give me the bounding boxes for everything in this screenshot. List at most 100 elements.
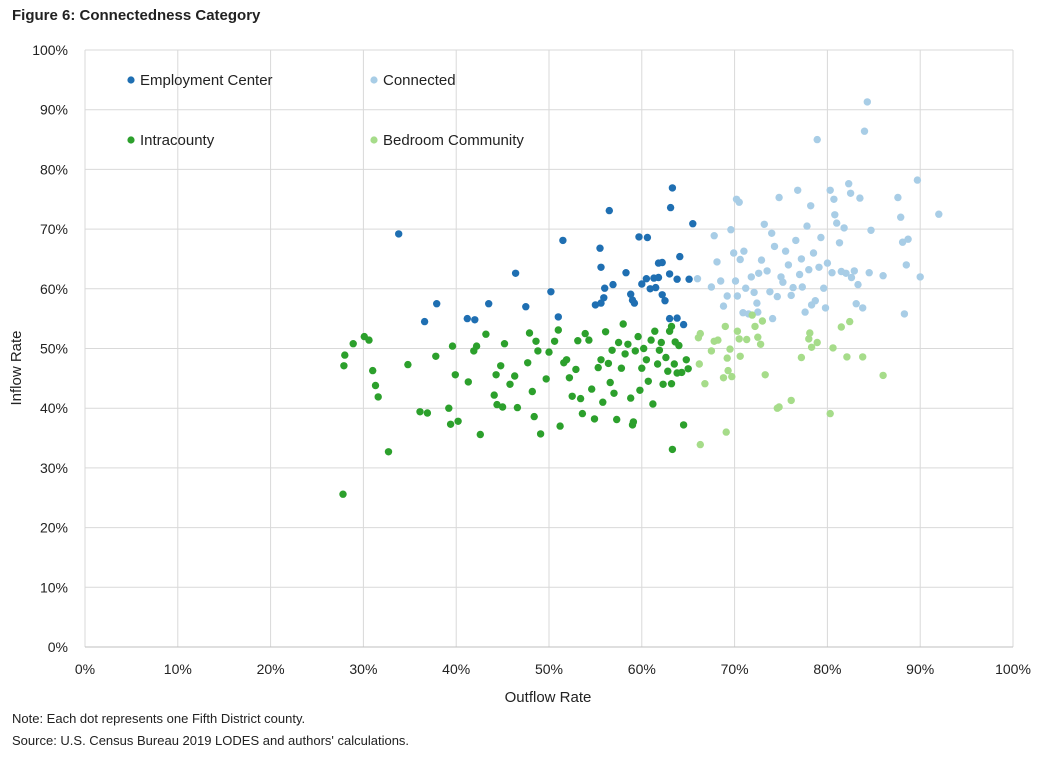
point-employment-center (673, 314, 681, 322)
point-connected (879, 272, 887, 280)
point-intracounty (369, 366, 377, 375)
point-connected (830, 195, 838, 203)
point-connected (859, 304, 867, 312)
point-intracounty (624, 340, 632, 348)
point-bedroom-community (724, 366, 732, 375)
series-connected (693, 98, 943, 323)
legend-marker-bedroom-community (370, 136, 378, 144)
x-tick-label: 30% (349, 661, 377, 677)
point-bedroom-community (754, 333, 762, 341)
point-intracounty (554, 326, 562, 334)
point-bedroom-community (743, 335, 751, 344)
point-employment-center (666, 203, 675, 212)
figure-note: Note: Each dot represents one Fifth Dist… (12, 711, 306, 726)
point-connected (775, 193, 783, 202)
point-employment-center (463, 314, 471, 323)
point-intracounty (634, 332, 642, 341)
axes: 0% 10% 20% 30% 40% 50% 60% 70% 80% 90% 100% 0% 10% 20… (32, 42, 1031, 677)
point-connected (753, 299, 761, 307)
y-tick-label: 30% (40, 460, 68, 476)
legend-marker-connected (370, 76, 378, 84)
point-intracounty (628, 421, 637, 429)
point-bedroom-community (748, 311, 756, 319)
point-employment-center (609, 280, 617, 289)
point-bedroom-community (807, 343, 816, 351)
point-intracounty (574, 337, 582, 345)
point-connected (760, 220, 768, 228)
point-employment-center (559, 236, 567, 245)
point-intracounty (649, 400, 657, 408)
point-connected (833, 219, 841, 227)
point-connected (750, 288, 758, 297)
point-intracounty (451, 371, 459, 379)
point-connected (747, 273, 755, 281)
point-connected (894, 193, 902, 202)
point-employment-center (673, 275, 681, 283)
point-connected (902, 261, 910, 269)
point-employment-center (627, 290, 635, 298)
point-connected (823, 259, 832, 267)
point-intracounty (506, 380, 514, 388)
point-connected (860, 127, 869, 135)
point-employment-center (635, 233, 643, 241)
point-employment-center (485, 300, 493, 308)
point-bedroom-community (701, 380, 709, 388)
point-intracounty (631, 347, 639, 355)
point-employment-center (685, 275, 693, 283)
point-intracounty (597, 356, 605, 364)
point-bedroom-community (775, 403, 783, 411)
point-employment-center (511, 269, 520, 277)
point-connected (795, 270, 804, 279)
y-tick-label: 70% (40, 221, 68, 237)
x-tick-label: 100% (995, 661, 1031, 677)
point-employment-center (471, 316, 479, 324)
point-employment-center (689, 220, 697, 228)
point-connected (710, 232, 718, 240)
point-connected (863, 98, 871, 106)
point-employment-center (646, 285, 654, 293)
point-employment-center (652, 283, 660, 292)
point-employment-center (395, 230, 403, 238)
point-connected (779, 278, 787, 286)
point-connected (916, 273, 924, 281)
point-employment-center (601, 284, 609, 292)
point-connected (809, 249, 818, 257)
point-bedroom-community (829, 344, 837, 352)
point-employment-center (547, 288, 555, 296)
point-intracounty (542, 375, 550, 383)
x-tick-label: 20% (257, 661, 285, 677)
y-tick-label: 50% (40, 341, 68, 357)
point-employment-center (665, 314, 674, 323)
point-connected (865, 269, 873, 277)
point-bedroom-community (761, 371, 769, 379)
point-bedroom-community (806, 329, 814, 337)
point-intracounty (601, 328, 610, 336)
point-connected (736, 255, 744, 264)
point-intracounty (627, 394, 635, 402)
point-intracounty (606, 378, 614, 387)
point-intracounty (339, 490, 347, 498)
y-tick-label: 40% (40, 400, 68, 416)
point-connected (803, 222, 811, 230)
point-intracounty (472, 342, 481, 350)
point-intracounty (651, 327, 659, 335)
point-intracounty (621, 350, 629, 358)
y-tick-label: 20% (40, 520, 68, 536)
point-connected (852, 300, 860, 308)
point-intracounty (532, 337, 540, 345)
point-employment-center (658, 291, 666, 299)
point-intracounty (432, 352, 440, 360)
series-bedroom-community (694, 311, 887, 449)
point-intracounty (684, 365, 692, 373)
point-bedroom-community (733, 327, 742, 335)
point-employment-center (665, 270, 674, 278)
point-intracounty (568, 392, 576, 400)
point-intracounty (682, 356, 690, 364)
point-intracounty (416, 408, 424, 416)
point-connected (770, 242, 779, 251)
point-connected (811, 297, 819, 305)
point-connected (817, 233, 825, 242)
x-tick-label: 90% (906, 661, 934, 677)
point-intracounty (528, 387, 536, 396)
point-connected (731, 277, 740, 285)
